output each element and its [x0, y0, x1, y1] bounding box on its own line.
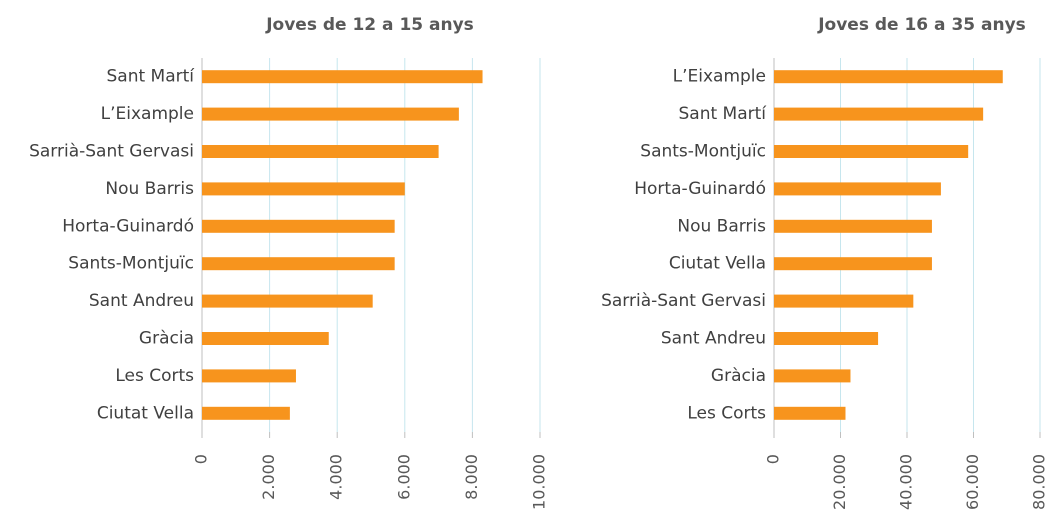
x-tick-label: 4.000 — [327, 454, 346, 500]
bar — [774, 182, 941, 196]
y-tick-label: Nou Barris — [677, 216, 766, 236]
bar — [774, 107, 984, 121]
x-tick-label: 6.000 — [394, 454, 413, 500]
bar — [202, 107, 459, 121]
bar — [774, 70, 1003, 84]
x-tick-label: 0 — [764, 454, 783, 464]
bar — [774, 294, 914, 308]
bar — [202, 257, 395, 271]
bar — [202, 406, 290, 420]
y-tick-label: Horta-Guinardó — [62, 216, 194, 236]
chart-title: Joves de 16 a 35 anys — [817, 15, 1026, 35]
bar — [202, 70, 483, 84]
bar — [202, 145, 439, 158]
bar — [774, 332, 879, 345]
bar — [774, 257, 932, 271]
bar — [202, 219, 395, 233]
y-tick-label: Les Corts — [115, 366, 194, 386]
y-tick-label: Horta-Guinardó — [634, 179, 766, 199]
y-tick-label: Sant Martí — [106, 67, 195, 87]
x-tick-label: 8.000 — [462, 454, 481, 500]
y-tick-label: Gràcia — [139, 329, 194, 349]
bar — [774, 406, 846, 420]
bar — [202, 182, 405, 196]
y-tick-label: Sant Andreu — [661, 329, 766, 349]
y-tick-label: Ciutat Vella — [97, 403, 194, 423]
y-tick-label: Sant Andreu — [89, 291, 194, 311]
x-tick-label: 60.000 — [963, 454, 982, 510]
bar — [774, 145, 969, 158]
y-tick-label: Gràcia — [711, 366, 766, 386]
y-tick-label: L’Eixample — [673, 67, 766, 87]
y-tick-label: Nou Barris — [105, 179, 194, 199]
y-tick-label: Sarrià-Sant Gervasi — [601, 291, 766, 311]
y-tick-label: Les Corts — [687, 403, 766, 423]
y-tick-label: Sants-Montjuïc — [68, 254, 194, 274]
chart-title: Joves de 12 a 15 anys — [265, 15, 474, 35]
bar — [202, 332, 329, 345]
bar — [202, 369, 296, 383]
y-tick-label: Ciutat Vella — [669, 254, 766, 274]
bar — [202, 294, 373, 308]
bar — [774, 369, 851, 383]
x-tick-label: 40.000 — [897, 454, 916, 510]
y-tick-label: Sarrià-Sant Gervasi — [29, 142, 194, 162]
bar — [774, 219, 932, 233]
x-tick-label: 20.000 — [830, 454, 849, 510]
y-tick-label: L’Eixample — [101, 104, 194, 124]
x-tick-label: 2.000 — [259, 454, 278, 500]
y-tick-label: Sant Martí — [678, 104, 767, 124]
x-tick-label: 0 — [192, 454, 211, 464]
x-tick-label: 10.000 — [530, 454, 549, 510]
x-tick-label: 80.000 — [1030, 454, 1048, 510]
y-tick-label: Sants-Montjuïc — [640, 142, 766, 162]
